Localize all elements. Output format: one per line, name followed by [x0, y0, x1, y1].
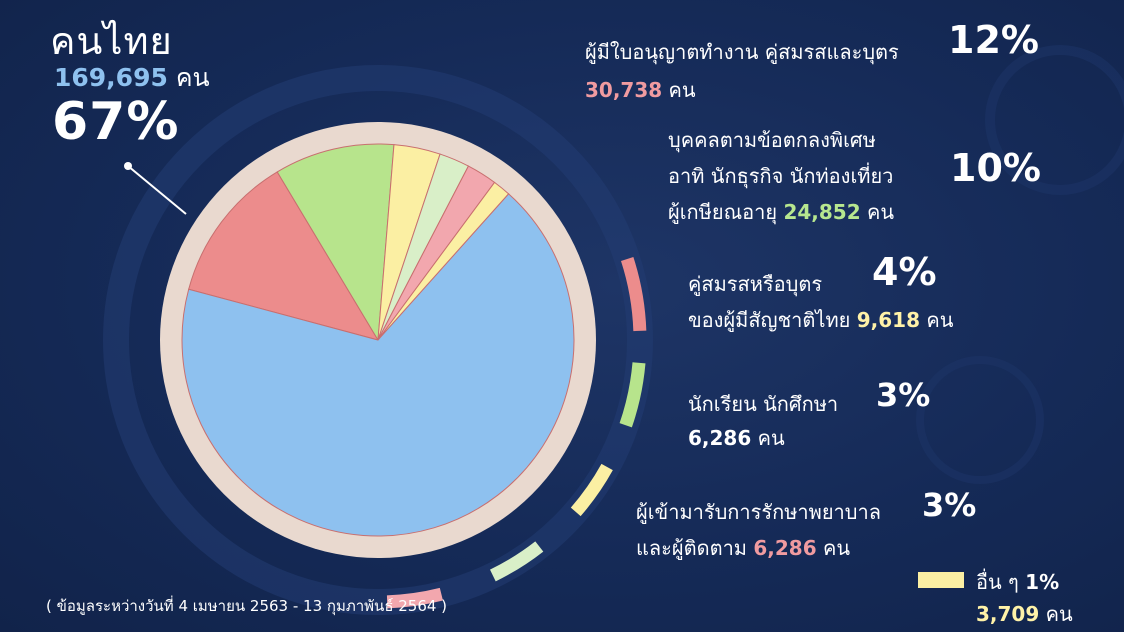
spouse-unit: คน [926, 308, 954, 332]
students-percent: 3% [876, 376, 931, 414]
medical-label-line2: และผู้ติดตาม [636, 536, 747, 560]
students-unit: คน [757, 426, 785, 450]
arc-spouse [570, 463, 613, 517]
special-unit: คน [867, 200, 895, 224]
work-permit-unit: คน [668, 78, 696, 102]
medical-unit: คน [822, 536, 851, 560]
arc-special [619, 362, 646, 428]
arc-medical [386, 587, 443, 609]
students-count: 6,286 [688, 426, 752, 450]
date-range-footnote: ( ข้อมูลระหว่างวันที่ 4 เมษายน 2563 - 13… [46, 597, 448, 615]
thai-label-count: 169,695 คน [54, 58, 210, 98]
special-count-line: ผู้เกษียณอายุ 24,852 คน [668, 196, 894, 228]
arc-work-permit [620, 257, 647, 332]
thai-count-unit: คน [175, 63, 210, 92]
others-count-line: 3,709 คน [976, 598, 1073, 630]
special-label-line2: อาทิ นักธุรกิจ นักท่องเที่ยว [668, 164, 894, 188]
spouse-percent: 4% [872, 250, 937, 294]
special-label-line3: ผู้เกษียณอายุ [668, 200, 778, 224]
thai-label-title: คนไทย [50, 19, 173, 63]
work-permit-label: ผู้มีใบอนุญาตทำงาน คู่สมรสและบุตร [585, 40, 899, 64]
work-permit-count-line: 30,738 คน [585, 74, 696, 106]
spouse-label-line1: คู่สมรสหรือบุตร [688, 272, 823, 296]
special-label-line1: บุคคลตามข้อตกลงพิเศษ [668, 128, 876, 152]
work-permit-count: 30,738 [585, 78, 663, 102]
spouse-count: 9,618 [856, 308, 920, 332]
others-unit: คน [1045, 602, 1073, 626]
special-count: 24,852 [783, 200, 861, 224]
pie-slice-2 [276, 143, 395, 342]
thai-count-value: 169,695 [54, 63, 168, 92]
main-pointer-line [127, 165, 187, 215]
others-swatch [918, 572, 964, 588]
others-label: อื่น ๆ [976, 570, 1019, 594]
others-label-line: อื่น ๆ 1% [976, 566, 1059, 598]
thai-percent: 67% [52, 92, 180, 152]
medical-label-line1: ผู้เข้ามารับการรักษาพยาบาล [636, 500, 881, 524]
spouse-count-line: ของผู้มีสัญชาติไทย 9,618 คน [688, 304, 953, 336]
spouse-label-line2: ของผู้มีสัญชาติไทย [688, 308, 851, 332]
arc-students [489, 541, 544, 582]
medical-percent: 3% [922, 486, 977, 524]
others-count: 3,709 [976, 602, 1040, 626]
students-count-line: 6,286 คน [688, 422, 785, 454]
special-percent: 10% [950, 146, 1041, 190]
others-percent: 1% [1025, 570, 1060, 594]
medical-count-line: และผู้ติดตาม 6,286 คน [636, 532, 850, 564]
students-label: นักเรียน นักศึกษา [688, 392, 839, 416]
pie-slice-1 [188, 171, 380, 341]
pie-slice-0 [181, 193, 575, 537]
main-pointer-dot [124, 162, 132, 170]
work-permit-percent: 12% [948, 18, 1039, 62]
medical-count: 6,286 [753, 536, 817, 560]
